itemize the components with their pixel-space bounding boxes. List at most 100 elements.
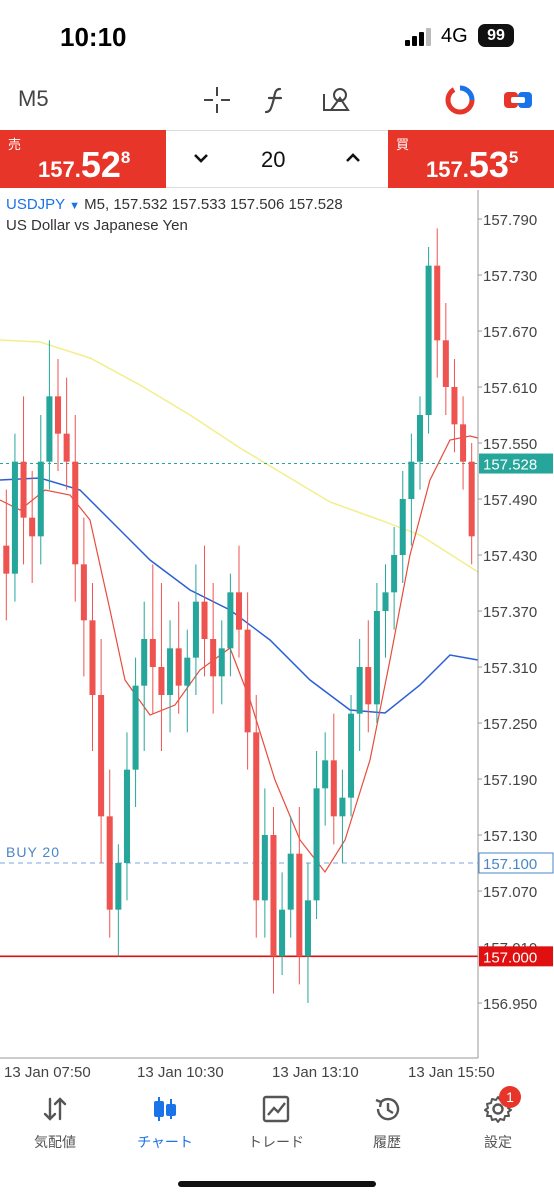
settings-notification-badge: 1 xyxy=(499,1086,521,1108)
candle-body xyxy=(399,499,406,555)
crosshair-icon[interactable] xyxy=(201,84,233,116)
buy-price: 157.535 xyxy=(426,144,519,185)
time-tick-label: 13 Jan 10:30 xyxy=(137,1064,224,1081)
buy-order-label[interactable]: BUY 20 xyxy=(6,844,60,860)
line-price-tag xyxy=(479,946,553,967)
symbol-dropdown-icon[interactable]: ▼ xyxy=(69,200,80,212)
candle-body xyxy=(244,629,251,733)
candle-body xyxy=(235,592,243,630)
candle-body xyxy=(29,517,36,537)
candle-body xyxy=(356,667,363,714)
candle-body xyxy=(158,667,165,695)
ma-slow-line xyxy=(0,339,479,573)
sell-price: 157.528 xyxy=(38,144,131,185)
volume-value[interactable]: 20 xyxy=(261,147,286,172)
indicators-icon[interactable] xyxy=(260,84,292,116)
candle-body xyxy=(408,461,415,499)
candle-body xyxy=(339,797,346,817)
history-icon xyxy=(375,1097,400,1121)
buy-button[interactable]: 買 157.535 xyxy=(388,130,554,188)
price-tick-label: 157.070 xyxy=(483,884,537,901)
trade-panel-icon[interactable] xyxy=(502,84,534,116)
price-tick-label: 157.550 xyxy=(483,436,537,453)
candle-body xyxy=(46,396,53,462)
candle-body xyxy=(253,732,260,901)
symbol-description: US Dollar vs Japanese Yen xyxy=(6,217,188,234)
candle-body xyxy=(434,265,441,341)
candle-body xyxy=(210,639,217,677)
candle-body xyxy=(167,648,174,695)
volume-control: 20 xyxy=(166,130,388,188)
objects-icon[interactable] xyxy=(320,84,352,116)
sell-button[interactable]: 売 157.528 xyxy=(0,130,166,188)
nav-history[interactable]: 履歴 xyxy=(332,1090,442,1150)
candle-body xyxy=(442,340,449,387)
candle-body xyxy=(98,695,105,817)
battery-icon: 99 xyxy=(478,24,514,47)
candle-body xyxy=(468,461,475,537)
price-tick-label: 157.370 xyxy=(483,604,537,621)
time-tick-label: 13 Jan 15:50 xyxy=(408,1064,495,1081)
trade-chart-icon xyxy=(262,1095,290,1123)
current-price-label: 157.528 xyxy=(483,457,537,474)
candle-body xyxy=(184,657,191,686)
candle-body xyxy=(261,835,268,901)
buy-order-price-label: 157.100 xyxy=(483,856,537,873)
candle-body xyxy=(89,620,96,695)
candle-body xyxy=(123,769,130,863)
one-click-trading-icon[interactable] xyxy=(444,84,476,116)
candle-body xyxy=(391,555,398,593)
candle-body xyxy=(425,265,432,415)
price-tick-label: 157.430 xyxy=(483,548,537,565)
candle-body xyxy=(72,461,79,565)
candle-body xyxy=(365,667,372,705)
candle-body xyxy=(416,415,423,462)
symbol-name[interactable]: USDJPY xyxy=(6,196,65,213)
candle-body xyxy=(287,853,294,910)
nav-trade[interactable]: トレード xyxy=(221,1090,331,1150)
candle-body xyxy=(63,433,70,462)
candle-body xyxy=(141,639,148,686)
nav-quotes[interactable]: 気配値 xyxy=(0,1090,110,1150)
time-tick-label: 13 Jan 13:10 xyxy=(272,1064,359,1081)
nav-settings[interactable]: 1 設定 xyxy=(443,1086,553,1150)
candle-body xyxy=(55,396,62,434)
signal-icon xyxy=(405,28,431,46)
timeframe-button[interactable]: M5 xyxy=(18,86,49,111)
candle-body xyxy=(149,639,156,667)
increase-volume-icon[interactable] xyxy=(344,149,362,167)
candle-body xyxy=(296,853,303,957)
candle-body xyxy=(382,592,389,611)
candle-body xyxy=(132,685,139,770)
current-price-tag xyxy=(479,453,553,474)
decrease-volume-icon[interactable] xyxy=(192,149,210,167)
network-type: 4G xyxy=(441,25,468,47)
candle-body xyxy=(322,760,329,789)
candles-icon xyxy=(154,1097,176,1121)
price-tick-label: 157.610 xyxy=(483,380,537,397)
candle-body xyxy=(330,760,337,817)
buy-order-tag xyxy=(478,852,554,874)
price-tick-label: 157.790 xyxy=(483,212,537,229)
buy-label: 買 xyxy=(396,137,410,152)
candle-body xyxy=(227,592,234,649)
candle-body xyxy=(373,611,380,705)
candle-body xyxy=(175,648,182,686)
ohlc-values: M5, 157.532 157.533 157.506 157.528 xyxy=(84,196,343,213)
price-tick-label: 157.130 xyxy=(483,828,537,845)
candle-body xyxy=(348,713,355,798)
nav-chart[interactable]: チャート xyxy=(110,1090,220,1150)
candle-body xyxy=(3,545,10,574)
price-tick-label: 157.490 xyxy=(483,492,537,509)
line-price-label: 157.000 xyxy=(483,949,537,966)
price-tick-label: 157.250 xyxy=(483,716,537,733)
price-tick-label: 157.310 xyxy=(483,660,537,677)
candle-body xyxy=(11,461,18,574)
candle-body xyxy=(313,788,320,901)
time-tick-label: 13 Jan 07:50 xyxy=(4,1064,91,1081)
candle-body xyxy=(279,909,286,957)
candle-body xyxy=(115,863,122,910)
price-chart[interactable]: 157.790 157.730 157.670 157.610 157.550 157.4… xyxy=(0,190,554,1090)
price-tick-label: 156.950 xyxy=(483,996,537,1013)
price-tick-label: 157.670 xyxy=(483,324,537,341)
